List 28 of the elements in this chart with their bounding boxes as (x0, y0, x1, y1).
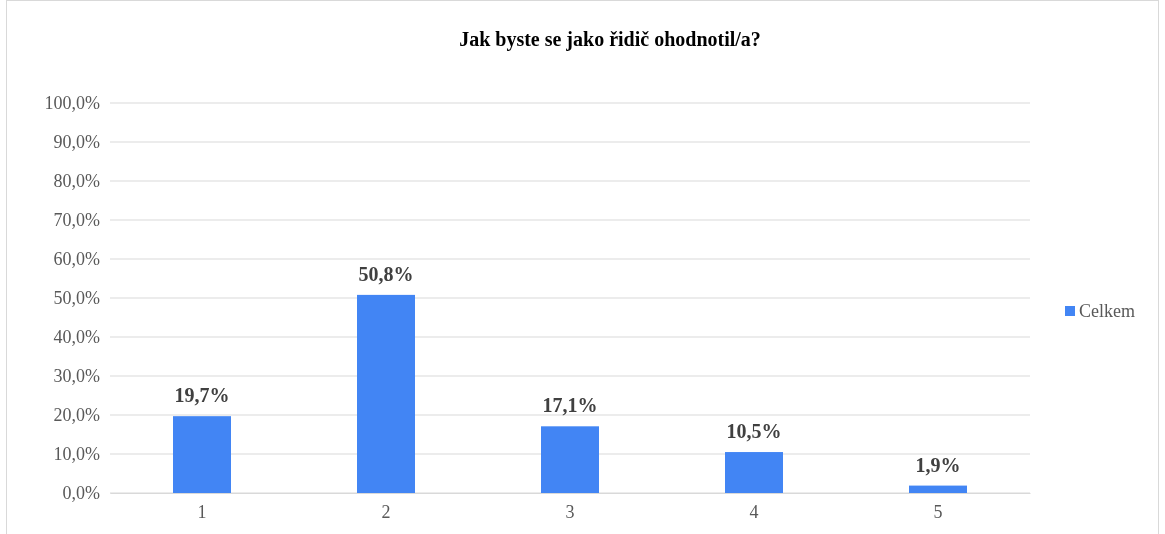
y-tick-label: 40,0% (53, 327, 100, 348)
data-label: 19,7% (174, 384, 230, 407)
bar (357, 294, 415, 493)
x-tick-label: 2 (381, 501, 391, 522)
y-tick-label: 10,0% (53, 444, 100, 465)
x-tick-label: 3 (565, 501, 575, 522)
legend-label: Celkem (1079, 301, 1135, 321)
x-tick-label: 4 (749, 501, 759, 522)
bar (909, 485, 967, 493)
y-tick-label: 70,0% (53, 210, 100, 231)
bar (173, 416, 231, 493)
y-tick-label: 50,0% (53, 288, 100, 309)
bar (725, 452, 783, 493)
y-tick-label: 30,0% (53, 366, 100, 387)
y-tick-label: 60,0% (53, 249, 100, 270)
y-tick-label: 0,0% (62, 483, 100, 504)
x-tick-label: 1 (197, 501, 207, 522)
data-label: 17,1% (542, 394, 598, 417)
y-tick-label: 80,0% (53, 171, 100, 192)
y-tick-label: 20,0% (53, 405, 100, 426)
x-tick-label: 5 (933, 501, 943, 522)
data-label: 1,9% (915, 453, 961, 476)
chart-title: Jak byste se jako řidič ohodnotil/a? (459, 28, 761, 51)
y-tick-label: 100,0% (44, 93, 100, 114)
bar (541, 426, 599, 493)
data-label: 10,5% (726, 420, 782, 443)
y-tick-label: 90,0% (53, 132, 100, 153)
data-label: 50,8% (358, 262, 414, 285)
